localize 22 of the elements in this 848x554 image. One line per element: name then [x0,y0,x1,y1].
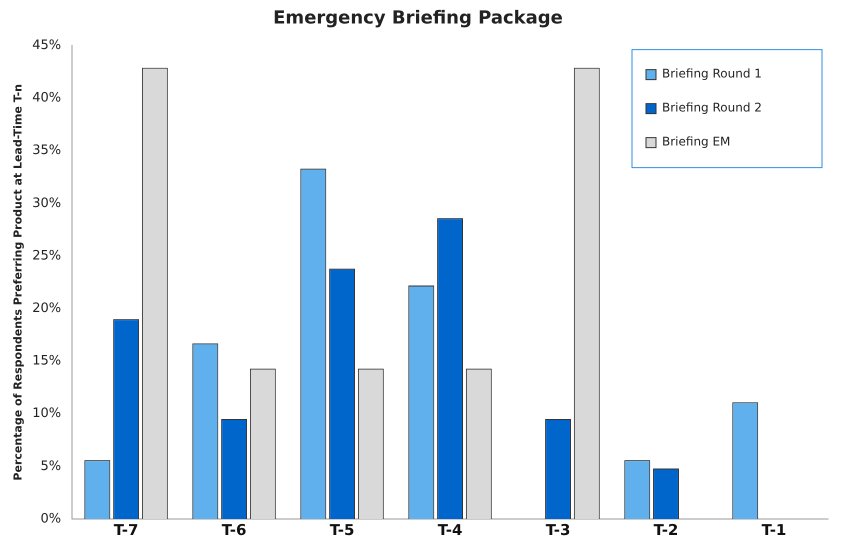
y-tick-label: 5% [40,458,62,474]
chart-title: Emergency Briefing Package [273,7,563,28]
y-tick-label: 30% [32,196,62,211]
y-tick-label: 25% [32,248,62,264]
legend-label: Briefing Round 2 [662,100,762,115]
y-tick-label: 10% [32,406,62,422]
y-tick-label: 45% [32,38,62,53]
x-tick-label: T-4 [438,520,462,539]
x-tick-label: T-7 [114,520,138,539]
x-tick-label: T-1 [762,520,786,539]
legend-label: Briefing Round 1 [662,66,762,81]
y-tick-label: 40% [32,90,62,106]
y-tick-label: 35% [32,143,62,158]
y-axis-title: Percentage of Respondents Preferring Product at Lead-Time T-n [11,84,24,481]
legend-label: Briefing EM [662,134,730,149]
x-tick-label: T-5 [330,520,354,539]
y-tick-label: 0% [40,511,62,526]
y-tick-label: 20% [32,300,62,316]
x-tick-label: T-2 [654,520,678,539]
y-tick-label: 15% [32,354,62,369]
x-tick-label: T-3 [546,520,570,539]
x-tick-label: T-6 [222,520,246,539]
